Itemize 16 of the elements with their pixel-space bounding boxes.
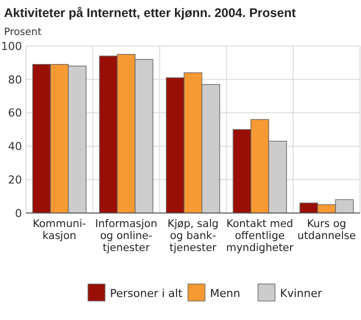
x-tick-label: Informasjon og online- tjenester bbox=[95, 218, 158, 254]
chart-title: Aktiviteter på Internett, etter kjønn. 2004. Prosent bbox=[4, 6, 297, 20]
y-tick-label: 20 bbox=[8, 173, 22, 186]
y-tick-label: 100 bbox=[1, 40, 22, 53]
x-tick-label: Kurs og utdannelse bbox=[297, 218, 356, 242]
legend-label: Kvinner bbox=[280, 287, 322, 300]
y-tick-label: 80 bbox=[8, 73, 22, 86]
x-tick-label: Kommuni- kasjon bbox=[32, 218, 86, 242]
y-tick-label: 40 bbox=[8, 140, 22, 154]
x-tick-label: Kjøp, salg og bank- tjenester bbox=[167, 218, 219, 254]
y-tick-label: 60 bbox=[8, 106, 22, 120]
y-tick-label: 0 bbox=[15, 206, 22, 220]
x-tick-label: Kontakt med offentlige myndigheter bbox=[226, 218, 294, 254]
legend-label: Menn bbox=[210, 287, 240, 300]
y-axis-title: Prosent bbox=[4, 27, 42, 38]
legend-label: Personer i alt bbox=[110, 287, 184, 300]
